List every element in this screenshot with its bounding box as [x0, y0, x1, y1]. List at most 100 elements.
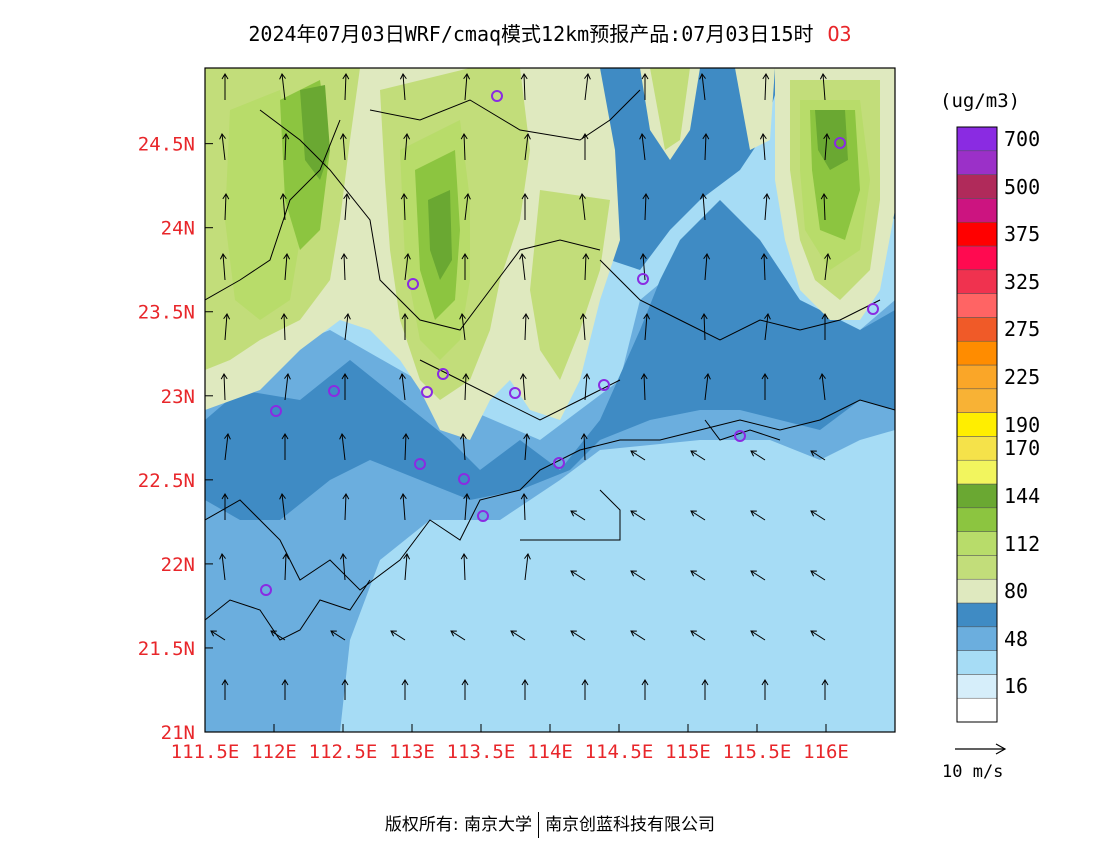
wind-arrow — [824, 253, 831, 281]
colorbar-level-label: 325 — [1004, 269, 1041, 294]
wind-arrow — [282, 133, 290, 161]
wind-arrow — [284, 373, 291, 401]
wind-arrow — [219, 253, 227, 281]
colorbar-level-label: 80 — [1004, 579, 1029, 604]
x-tick-label: 111.5E — [171, 741, 240, 763]
colorbar-level-label: 375 — [1004, 222, 1041, 247]
wind-arrow — [819, 73, 827, 101]
wind-arrow — [521, 679, 529, 700]
wind-arrow — [643, 313, 651, 341]
wind-arrow — [402, 433, 410, 461]
wind-vectors — [210, 73, 831, 700]
station-marker — [270, 405, 282, 417]
station-marker — [414, 458, 426, 470]
station-marker — [260, 584, 272, 596]
colorbar-swatch — [956, 436, 998, 461]
wind-arrow — [524, 553, 531, 581]
colorbar-swatch — [956, 174, 998, 199]
wind-arrow — [520, 73, 528, 101]
wind-arrow — [390, 630, 406, 641]
wind-arrow — [401, 313, 409, 340]
wind-arrow — [750, 630, 766, 641]
wind-arrow — [510, 630, 526, 641]
wind-arrow — [639, 253, 647, 281]
copyright-left: 版权所有: 南京大学 — [384, 815, 533, 835]
colorbar-level-label: 275 — [1004, 317, 1041, 342]
wind-arrow — [761, 373, 769, 400]
wind-arrow — [399, 73, 407, 101]
wind-arrow — [699, 73, 706, 101]
wind-arrow — [641, 679, 649, 700]
wind-arrow — [750, 570, 766, 581]
wind-arrow — [641, 73, 649, 100]
station-marker — [598, 379, 610, 391]
y-tick-label: 24.5N — [138, 134, 195, 156]
wind-arrow — [219, 553, 226, 581]
station-marker — [553, 457, 565, 469]
colorbar-unit: (ug/m3) — [940, 90, 1021, 112]
wind-arrow — [750, 450, 766, 461]
colorbar-swatch — [956, 317, 998, 342]
wind-arrow — [461, 679, 469, 700]
colorbar-swatch — [956, 697, 998, 723]
wind-arrow — [762, 73, 770, 101]
wind-arrow — [283, 253, 291, 281]
wind-arrow — [282, 553, 290, 581]
x-tick-label: 113E — [389, 741, 435, 763]
colorbar-level-label: 225 — [1004, 364, 1041, 389]
y-axis: 21N 21.5N 22N 22.5N 23N 23.5N 24N 24.5N — [138, 134, 213, 744]
wind-arrow — [270, 630, 286, 641]
wind-arrow — [520, 493, 528, 521]
wind-arrow — [522, 313, 530, 341]
station-marker — [834, 137, 846, 149]
colorbar-swatch — [956, 245, 998, 271]
wind-reference-label: 10 m/s — [942, 762, 1004, 782]
wind-arrow — [761, 679, 769, 700]
wind-arrow — [570, 510, 586, 521]
chart-title: 2024年07月03日WRF/cmaq模式12km预报产品:07月03日15时 O… — [0, 18, 1100, 47]
field-dark-green-east — [815, 110, 848, 170]
wind-arrow — [342, 493, 350, 521]
wind-arrow — [640, 373, 648, 401]
wind-arrow — [579, 193, 586, 221]
wind-arrow — [343, 193, 351, 221]
wind-arrow — [584, 73, 591, 101]
wind-arrow — [279, 73, 286, 101]
field-light-green-3 — [530, 190, 610, 380]
field-green — [225, 90, 300, 320]
wind-arrow — [403, 553, 411, 581]
wind-arrow — [403, 133, 411, 161]
wind-arrow — [463, 493, 471, 521]
wind-arrow — [459, 433, 467, 461]
colorbar-swatch — [956, 269, 998, 294]
colorbar-swatch — [956, 388, 998, 413]
station-marker — [734, 430, 746, 442]
monitoring-stations — [260, 90, 879, 596]
station-marker — [491, 90, 503, 102]
wind-arrow — [570, 570, 586, 581]
wind-arrow — [581, 133, 589, 160]
concentration-field — [205, 68, 895, 732]
station-marker — [509, 387, 521, 399]
colorbar-swatch — [956, 221, 998, 247]
coastline-boundaries — [205, 89, 895, 641]
colorbar-swatch — [956, 340, 998, 366]
colorbar-level-label: 500 — [1004, 174, 1041, 199]
wind-arrow — [330, 630, 346, 641]
wind-arrow — [630, 570, 646, 581]
wind-arrow — [704, 373, 711, 401]
wind-arrow — [581, 679, 589, 700]
field-dark-blue — [205, 200, 895, 520]
wind-arrow — [810, 450, 826, 461]
wind-arrow — [630, 450, 646, 461]
wind-arrow — [223, 313, 231, 341]
wind-arrow — [464, 193, 471, 221]
wind-arrow — [281, 433, 289, 460]
wind-arrow — [821, 679, 829, 700]
wind-arrow — [630, 630, 646, 641]
wind-arrow — [462, 373, 470, 401]
wind-arrow — [524, 133, 531, 161]
wind-arrow — [690, 630, 706, 641]
wind-arrow — [810, 570, 826, 581]
wind-arrow — [763, 193, 771, 221]
